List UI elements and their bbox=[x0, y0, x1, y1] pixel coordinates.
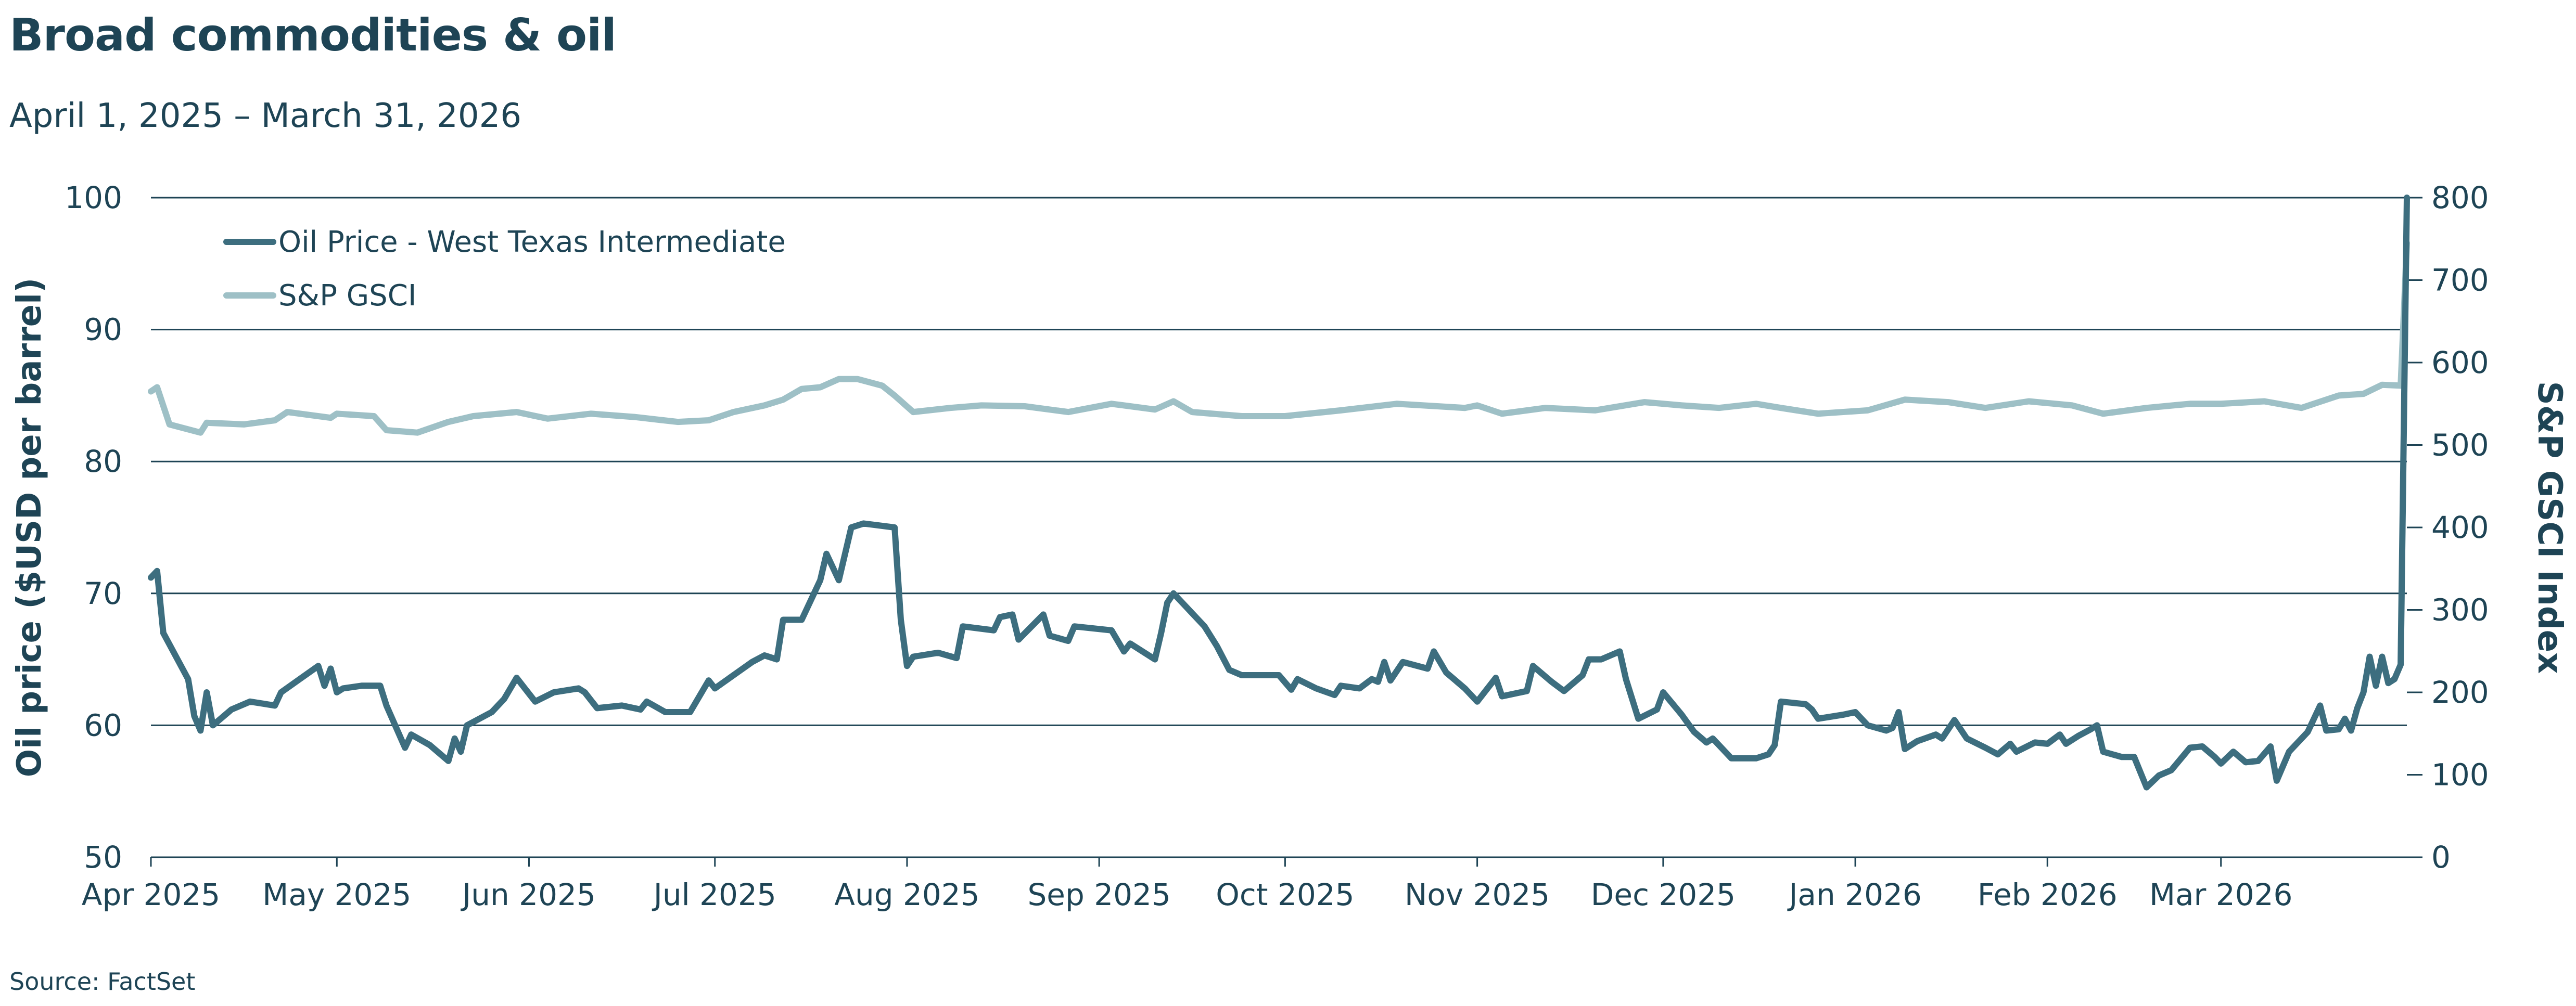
oil-price-line bbox=[148, 195, 2410, 791]
x-tick-label: Aug 2025 bbox=[834, 877, 979, 912]
y-tick-label: 90 bbox=[84, 312, 122, 347]
gridlines bbox=[151, 197, 2407, 858]
gsci-line bbox=[148, 240, 2410, 436]
x-tick-label: Jun 2025 bbox=[461, 877, 596, 912]
legend-label: Oil Price - West Texas Intermediate bbox=[278, 225, 786, 259]
y2-tick-label: 800 bbox=[2431, 180, 2489, 215]
x-tick-label: Sep 2025 bbox=[1027, 877, 1170, 912]
x-tick-label: Dec 2025 bbox=[1591, 877, 1736, 912]
x-tick-label: Feb 2026 bbox=[1978, 877, 2118, 912]
y-tick-label: 100 bbox=[65, 180, 122, 215]
y-tick-label: 80 bbox=[84, 444, 122, 479]
x-tick-label: Jan 2026 bbox=[1787, 877, 1921, 912]
chart-title: Broad commodities & oil bbox=[9, 9, 617, 61]
y2-tick-label: 200 bbox=[2431, 675, 2489, 710]
right-axis-title: S&P GSCI Index bbox=[2530, 381, 2569, 674]
y2-tick-label: 100 bbox=[2431, 757, 2489, 793]
x-tick-label: Jul 2025 bbox=[652, 877, 776, 912]
x-tick-label: Mar 2026 bbox=[2149, 877, 2292, 912]
x-axis: Apr 2025 May 2025 Jun 2025 Jul 2025 Aug 2025… bbox=[82, 857, 2292, 912]
x-tick-label: May 2025 bbox=[262, 877, 411, 912]
chart-subtitle: April 1, 2025 – March 31, 2026 bbox=[9, 97, 522, 135]
series-lines bbox=[148, 195, 2410, 791]
y-tick-label: 70 bbox=[84, 576, 122, 611]
right-axis-ticks: 0 100 200 300 400 500 600 700 800 bbox=[2407, 180, 2489, 875]
left-axis-title: Oil price ($USD per barrel) bbox=[10, 278, 49, 778]
y2-tick-label: 300 bbox=[2431, 592, 2489, 628]
y-tick-label: 60 bbox=[84, 707, 122, 743]
y2-tick-label: 500 bbox=[2431, 428, 2489, 463]
source-note: Source: FactSet bbox=[9, 968, 196, 996]
y2-tick-label: 0 bbox=[2431, 840, 2451, 875]
y-tick-label: 50 bbox=[84, 840, 122, 875]
left-axis-ticks: 50 60 70 80 90 100 bbox=[65, 180, 122, 875]
x-tick-label: Nov 2025 bbox=[1405, 877, 1550, 912]
y2-tick-label: 600 bbox=[2431, 345, 2489, 380]
legend: Oil Price - West Texas Intermediate S&P G… bbox=[223, 225, 786, 313]
legend-label: S&P GSCI bbox=[278, 279, 416, 313]
x-tick-label: Apr 2025 bbox=[82, 877, 220, 912]
y2-tick-label: 700 bbox=[2431, 263, 2489, 298]
y2-tick-label: 400 bbox=[2431, 510, 2489, 545]
x-tick-label: Oct 2025 bbox=[1216, 877, 1354, 912]
